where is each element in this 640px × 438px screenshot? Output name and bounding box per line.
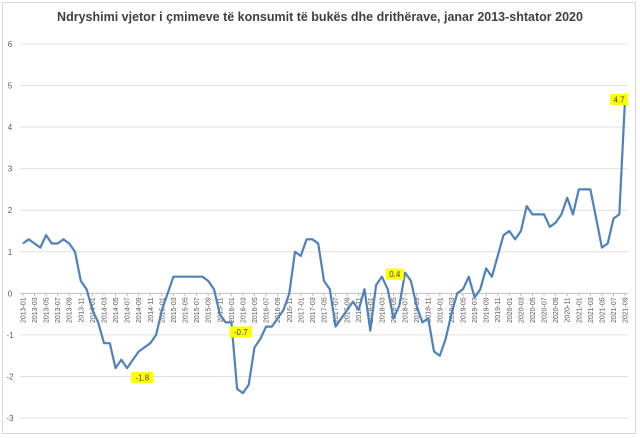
data-label-box: [229, 326, 252, 338]
x-tick-label: 2014-07: [125, 297, 132, 323]
x-tick-label: 2018-11: [426, 297, 433, 322]
x-tick-label: 2016-09: [275, 297, 282, 323]
x-tick-label: 2021-03: [588, 297, 595, 323]
data-label: 4.7: [614, 96, 626, 105]
x-tick-label: 2018-01: [368, 297, 375, 323]
y-tick-label: 2: [8, 206, 13, 215]
x-tick-label: 2013-05: [44, 297, 51, 323]
x-tick-label: 2015-07: [194, 297, 201, 323]
y-tick-label: 5: [8, 82, 13, 91]
x-tick-label: 2020-03: [518, 297, 525, 323]
y-tick-label: 0: [8, 289, 13, 298]
data-label: 0.4: [389, 270, 401, 279]
x-tick-label: 2017-07: [333, 297, 340, 323]
x-tick-label: 2017-05: [322, 297, 329, 323]
x-tick-label: 2019-07: [472, 297, 479, 323]
y-tick-label: 6: [8, 40, 13, 49]
x-tick-label: 2019-01: [437, 297, 444, 323]
data-label-box: [131, 372, 154, 384]
y-tick-label: 4: [8, 123, 13, 132]
x-tick-label: 2021-05: [599, 297, 606, 323]
x-tick-label: 2014-11: [148, 297, 155, 322]
chart-frame: [2, 2, 636, 434]
x-tick-label: 2013-03: [32, 297, 39, 323]
x-tick-label: 2020-09: [553, 297, 560, 323]
x-tick-label: 2015-11: [217, 297, 224, 322]
x-tick-label: 2014-05: [113, 297, 120, 323]
x-tick-label: 2013-07: [55, 297, 62, 323]
x-tick-label: 2015-09: [206, 297, 213, 323]
x-tick-label: 2018-05: [391, 297, 398, 323]
x-tick-label: 2014-03: [101, 297, 108, 323]
data-label: -0.7: [234, 328, 248, 337]
data-label-box: [385, 268, 404, 280]
x-tick-label: 2017-01: [298, 297, 305, 323]
x-tick-label: 2018-07: [403, 297, 410, 323]
y-tick-label: -3: [6, 414, 14, 423]
x-tick-label: 2020-01: [507, 297, 514, 323]
x-tick-label: 2013-11: [78, 297, 85, 322]
y-tick-label: -2: [6, 372, 14, 381]
x-tick-label: 2021-01: [576, 297, 583, 323]
x-tick-label: 2019-05: [460, 297, 467, 323]
x-tick-label: 2013-01: [20, 297, 27, 323]
x-tick-label: 2016-01: [229, 297, 236, 323]
chart-title: Ndryshimi vjetor i çmimeve të konsumit t…: [57, 10, 583, 24]
x-tick-label: 2014-09: [136, 297, 143, 323]
x-tick-label: 2016-07: [264, 297, 271, 323]
data-label: -1.8: [135, 374, 149, 383]
series-line: [22, 97, 627, 395]
y-tick-label: -1: [6, 331, 14, 340]
x-tick-label: 2019-09: [484, 297, 491, 323]
x-tick-label: 2016-03: [240, 297, 247, 323]
x-tick-label: 2015-05: [183, 297, 190, 323]
y-tick-label: 1: [8, 248, 13, 257]
x-tick-label: 2021-09: [623, 297, 630, 323]
x-tick-label: 2021-07: [611, 297, 618, 323]
x-tick-label: 2020-05: [530, 297, 537, 323]
x-tick-label: 2015-03: [171, 297, 178, 323]
x-tick-label: 2013-09: [67, 297, 74, 323]
x-tick-label: 2020-11: [565, 297, 572, 322]
x-tick-label: 2019-11: [495, 297, 502, 322]
x-tick-label: 2020-07: [542, 297, 549, 323]
data-label-box: [610, 94, 628, 106]
x-tick-label: 2016-05: [252, 297, 259, 323]
y-tick-label: 3: [8, 165, 13, 174]
x-tick-label: 2016-11: [287, 297, 294, 322]
x-tick-label: 2018-03: [379, 297, 386, 323]
x-tick-label: 2017-03: [310, 297, 317, 323]
